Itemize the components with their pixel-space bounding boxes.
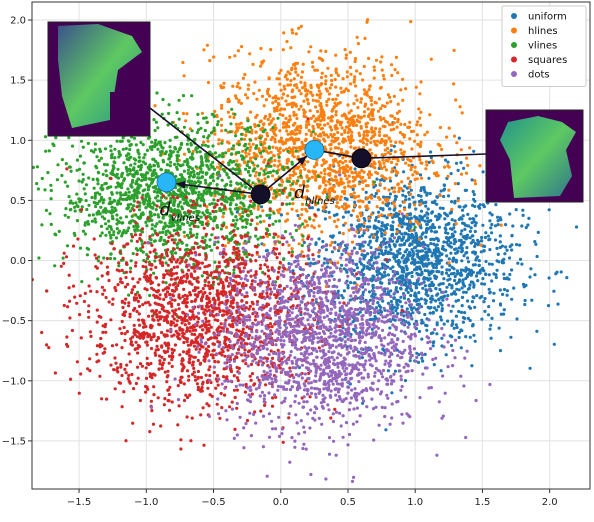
x-tick-label: 0.0 xyxy=(273,497,289,508)
series-uniform xyxy=(221,121,579,432)
legend-label-squares: squares xyxy=(528,55,567,66)
series-vlines xyxy=(32,83,417,318)
legend-swatch-dots xyxy=(511,71,517,77)
arrow-hlines xyxy=(260,155,308,196)
y-tick-label: 1.0 xyxy=(10,136,26,147)
arrow-vlines-head xyxy=(176,180,186,189)
legend: uniform hlines vlines squares dots xyxy=(501,5,587,87)
legend-label-dots: dots xyxy=(528,70,550,81)
y-tick-label: 1.5 xyxy=(10,76,26,87)
marker-cyan xyxy=(304,140,325,160)
scatter-points xyxy=(32,18,579,483)
x-tick-label: 1.5 xyxy=(474,497,490,508)
legend-swatch-hlines xyxy=(511,27,517,34)
annotation-sub-vlines: vlines xyxy=(171,213,200,224)
plot-frame xyxy=(31,1,591,490)
x-tick-label: 0.5 xyxy=(340,497,356,508)
y-tick-label: 2.0 xyxy=(10,16,26,27)
y-tick-label: −0.5 xyxy=(2,316,26,327)
highlight-markers xyxy=(156,140,372,205)
x-tick-label: 2.0 xyxy=(542,497,558,508)
legend-label-hlines: hlines xyxy=(528,26,558,37)
x-tick-label: −1.5 xyxy=(67,497,91,508)
series-dots xyxy=(146,173,492,483)
legend-label-uniform: uniform xyxy=(528,12,567,23)
annotation-vlines: d xyxy=(160,199,172,220)
annotation-hlines: d xyxy=(294,182,306,203)
marker-cyan xyxy=(156,172,177,193)
annotation-sub-hlines: hlines xyxy=(305,196,335,207)
inset-image-vlines xyxy=(47,21,151,137)
marker-dark xyxy=(351,148,372,169)
marker-dark xyxy=(250,184,271,205)
legend-box xyxy=(501,5,587,87)
x-axis-ticks: −1.5 −1.0 −0.5 0.0 0.5 1.0 1.5 2.0 xyxy=(67,489,558,508)
connector-inset-hlines xyxy=(361,153,487,160)
legend-swatch-uniform xyxy=(511,13,517,19)
legend-label-vlines: vlines xyxy=(528,41,557,52)
x-tick-label: −0.5 xyxy=(201,497,225,508)
y-tick-label: −1.0 xyxy=(2,376,26,387)
arrow-hlines-head xyxy=(297,156,307,166)
connector-inset-vlines xyxy=(149,107,262,196)
inset-image-hlines xyxy=(485,109,584,203)
y-tick-label: 0.5 xyxy=(10,196,26,207)
x-tick-label: 1.0 xyxy=(407,497,423,508)
legend-swatch-vlines xyxy=(511,42,517,48)
arrow-vlines xyxy=(176,182,261,196)
y-axis-ticks: −1.5 −1.0 −0.5 0.0 0.5 1.0 1.5 2.0 xyxy=(2,16,32,447)
x-tick-label: −1.0 xyxy=(134,497,158,508)
y-tick-label: 0.0 xyxy=(10,256,26,267)
y-tick-label: −1.5 xyxy=(2,436,26,447)
legend-swatch-squares xyxy=(511,56,517,63)
